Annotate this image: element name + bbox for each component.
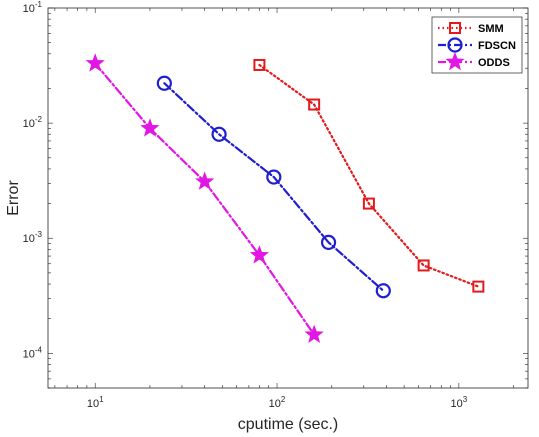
series-smm-point-square-marker	[308, 98, 321, 111]
series-fdscn-point-circle-marker	[211, 126, 227, 142]
legend-entry-fdscn: FDSCN	[438, 37, 516, 53]
series-odds-point-star-marker	[85, 53, 105, 72]
legend-label-odds: ODDS	[478, 57, 510, 69]
series-smm-point-square-marker	[362, 197, 375, 210]
series-odds	[85, 53, 324, 343]
series-smm-point-square-marker	[417, 259, 430, 272]
legend: SMM FDSCN ODDS	[431, 16, 523, 74]
x-tick-label: 101	[87, 395, 104, 410]
y-tick-label: 10-1	[23, 0, 43, 15]
legend-label-smm: SMM	[478, 23, 504, 35]
series-smm-point-square-marker	[253, 58, 266, 71]
legend-odds-star-marker	[445, 51, 465, 71]
series-fdscn-point-circle-marker	[156, 75, 172, 91]
y-tick-label: 10-2	[23, 115, 43, 130]
labels-layer: 101 102 103 10-4 10-3 10-2 10-1	[23, 0, 468, 410]
series-fdscn	[156, 75, 391, 299]
series-odds-point-star-marker	[249, 245, 270, 264]
x-axis-title: cputime (sec.)	[238, 416, 338, 433]
legend-box	[431, 16, 523, 74]
y-axis-title: Error	[5, 180, 22, 216]
series-fdscn-point-circle-marker	[320, 234, 337, 250]
series-odds-point-star-marker	[140, 118, 160, 137]
legend-smm-square-marker	[449, 22, 461, 34]
series-fdscn-point-circle-marker	[266, 169, 282, 185]
y-tick-label: 10-3	[23, 230, 43, 245]
series-fdscn-line	[163, 82, 385, 292]
series-odds-point-star-marker	[195, 171, 215, 190]
legend-entry-smm: SMM	[438, 22, 504, 35]
series-smm-point-square-marker	[472, 280, 485, 293]
series-fdscn-point-circle-marker	[375, 283, 391, 299]
series-smm-line	[258, 63, 480, 288]
plot-frame	[47, 7, 529, 389]
x-tick-label: 103	[451, 395, 468, 410]
series-smm	[253, 58, 485, 293]
legend-fdscn-circle-marker	[447, 37, 463, 53]
x-tick-label: 102	[269, 395, 286, 410]
y-tick-label: 10-4	[23, 345, 43, 360]
series-layer	[85, 53, 485, 343]
legend-entry-odds: ODDS	[438, 51, 510, 71]
legend-label-fdscn: FDSCN	[478, 40, 516, 52]
series-odds-point-star-marker	[304, 324, 324, 343]
